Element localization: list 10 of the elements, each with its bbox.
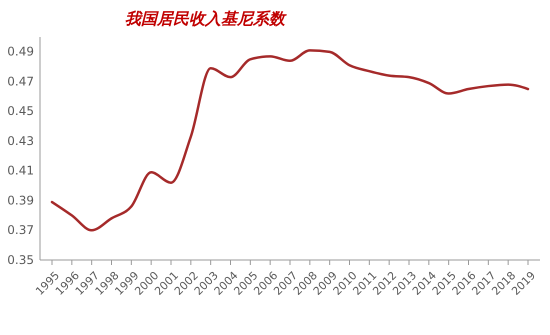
y-tick-label: 0.35	[7, 252, 34, 267]
y-tick-label: 0.37	[7, 223, 34, 238]
y-tick-label: 0.45	[7, 104, 34, 118]
y-tick-label: 0.41	[7, 164, 34, 178]
line-series	[50, 49, 530, 232]
y-tick-label: 0.49	[7, 44, 34, 59]
y-tick-label: 0.39	[7, 193, 34, 208]
y-tick-label: 0.43	[7, 134, 34, 148]
y-tick-label: 0.47	[7, 74, 34, 88]
chart-title: 我国居民收入基尼系数	[125, 9, 287, 28]
